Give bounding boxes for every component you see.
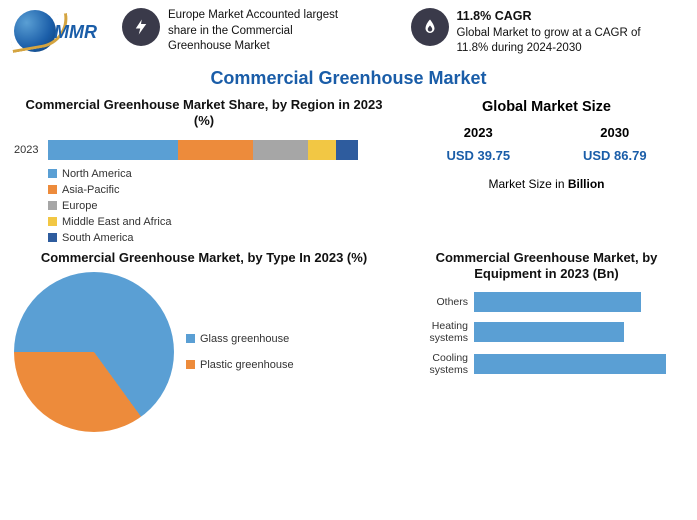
badge1-text: Europe Market Accounted largest share in… — [168, 8, 358, 55]
market-size-cols: 2023 USD 39.75 2030 USD 86.79 — [410, 125, 683, 163]
market-size-panel: Global Market Size 2023 USD 39.75 2030 USD … — [410, 97, 683, 244]
legend-swatch-icon — [48, 185, 57, 194]
legend-label: North America — [62, 168, 132, 180]
header-badge-1: Europe Market Accounted largest share in… — [122, 8, 399, 55]
legend-swatch-icon — [48, 217, 57, 226]
market-size-col: 2030 USD 86.79 — [583, 125, 647, 163]
legend-swatch-icon — [186, 360, 195, 369]
equip-track — [474, 322, 683, 342]
legend-label: Glass greenhouse — [200, 333, 289, 345]
legend-item: Europe — [48, 200, 188, 212]
equip-bar — [474, 322, 624, 342]
header-badge-2: 11.8% CAGR Global Market to grow at a CA… — [411, 8, 688, 57]
badge2-title: 11.8% CAGR — [457, 8, 647, 25]
stacked-segment — [48, 140, 178, 160]
market-size-unit: Market Size in Billion — [410, 177, 683, 191]
legend-label: Europe — [62, 200, 97, 212]
msize-unit-bold: Billion — [568, 177, 605, 191]
market-size-year: 2023 — [446, 125, 510, 140]
header-row: MMR Europe Market Accounted largest shar… — [0, 0, 697, 62]
equip-label: Heating systems — [410, 320, 474, 344]
bolt-icon — [132, 18, 150, 36]
legend-swatch-icon — [48, 233, 57, 242]
flame-icon — [421, 18, 439, 36]
stacked-bar — [48, 140, 358, 160]
legend-swatch-icon — [48, 169, 57, 178]
pie-title: Commercial Greenhouse Market, by Type In… — [14, 250, 394, 266]
legend-swatch-icon — [186, 334, 195, 343]
legend-swatch-icon — [48, 201, 57, 210]
content-grid: Commercial Greenhouse Market Share, by R… — [0, 97, 697, 432]
stacked-segment — [253, 140, 309, 160]
legend-label: Plastic greenhouse — [200, 359, 294, 371]
equip-panel: Commercial Greenhouse Market, by Equipme… — [410, 250, 683, 432]
legend-label: South America — [62, 232, 134, 244]
logo-text: MMR — [54, 22, 97, 43]
legend-item: Middle East and Africa — [48, 216, 188, 228]
equip-label: Others — [410, 296, 474, 308]
equip-track — [474, 354, 683, 374]
stacked-title: Commercial Greenhouse Market Share, by R… — [14, 97, 394, 130]
stacked-bar-panel: Commercial Greenhouse Market Share, by R… — [14, 97, 394, 244]
stacked-segment — [178, 140, 252, 160]
stacked-row: 2023 — [14, 140, 394, 160]
logo: MMR — [10, 8, 110, 58]
equip-bar — [474, 292, 641, 312]
legend-item: South America — [48, 232, 188, 244]
equip-bar — [474, 354, 666, 374]
equip-chart: Others Heating systems Cooling systems — [410, 292, 683, 376]
equip-title: Commercial Greenhouse Market, by Equipme… — [410, 250, 683, 283]
legend-label: Middle East and Africa — [62, 216, 171, 228]
pie-legend: Glass greenhouse Plastic greenhouse — [186, 333, 294, 371]
market-size-title: Global Market Size — [410, 99, 683, 115]
market-size-col: 2023 USD 39.75 — [446, 125, 510, 163]
stacked-segment — [308, 140, 336, 160]
equip-label: Cooling systems — [410, 352, 474, 376]
equip-row: Cooling systems — [410, 352, 683, 376]
main-title: Commercial Greenhouse Market — [0, 68, 697, 89]
stacked-legend: North America Asia-Pacific Europe Middle Ea… — [14, 168, 344, 244]
legend-item: North America — [48, 168, 188, 180]
legend-item: Asia-Pacific — [48, 184, 188, 196]
badge2-text: Global Market to grow at a CAGR of 11.8%… — [457, 26, 647, 57]
pie-chart — [14, 272, 174, 432]
msize-unit-prefix: Market Size in — [488, 177, 567, 191]
pie-wrap: Glass greenhouse Plastic greenhouse — [14, 272, 394, 432]
legend-label: Asia-Pacific — [62, 184, 119, 196]
market-size-value: USD 86.79 — [583, 148, 647, 163]
equip-row: Heating systems — [410, 320, 683, 344]
pie-panel: Commercial Greenhouse Market, by Type In… — [14, 250, 394, 432]
stacked-ylabel: 2023 — [14, 144, 48, 156]
market-size-year: 2030 — [583, 125, 647, 140]
equip-row: Others — [410, 292, 683, 312]
legend-item: Glass greenhouse — [186, 333, 294, 345]
bolt-badge — [122, 8, 160, 46]
market-size-value: USD 39.75 — [446, 148, 510, 163]
stacked-segment — [336, 140, 358, 160]
equip-track — [474, 292, 683, 312]
legend-item: Plastic greenhouse — [186, 359, 294, 371]
badge2-text-wrap: 11.8% CAGR Global Market to grow at a CA… — [457, 8, 647, 57]
flame-badge — [411, 8, 449, 46]
